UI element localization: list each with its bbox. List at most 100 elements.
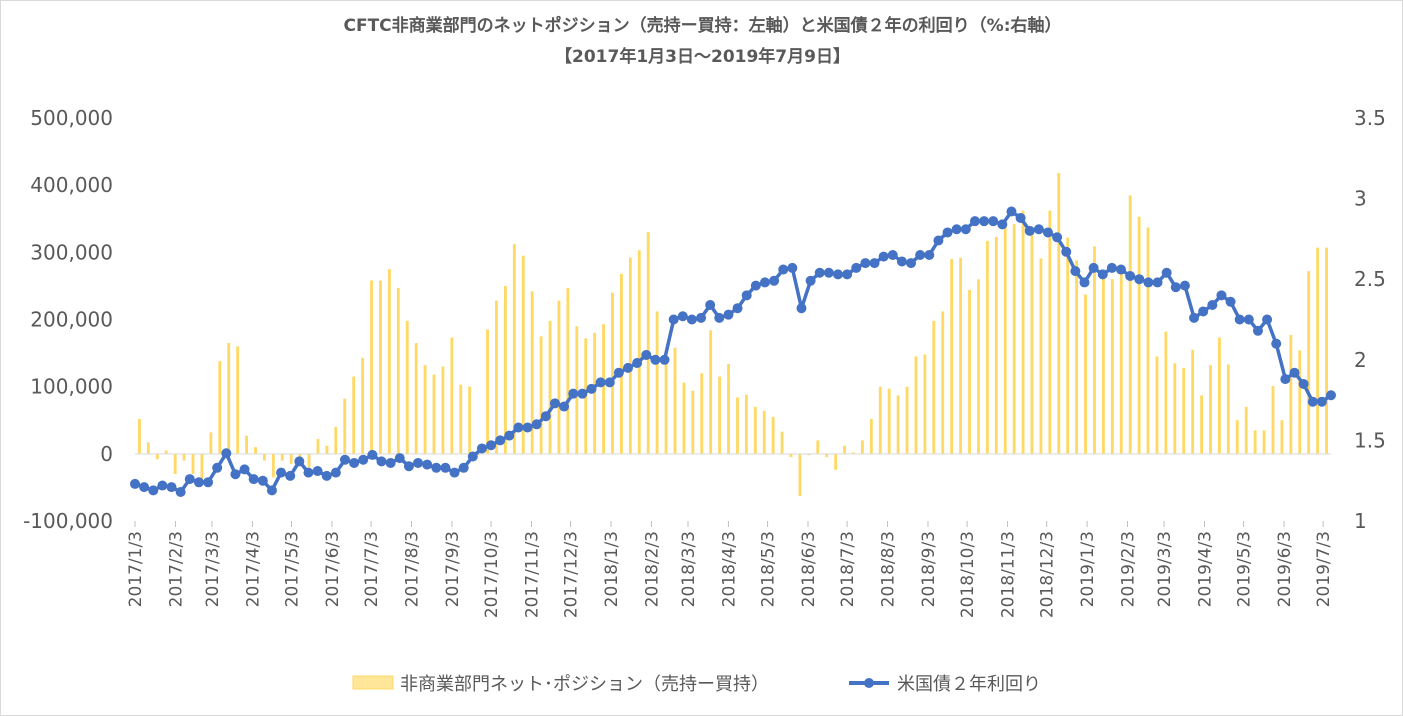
- yield-point: [878, 251, 889, 262]
- bar: [1110, 279, 1114, 454]
- yield-point: [805, 275, 816, 286]
- yield-point: [1143, 277, 1154, 288]
- bar: [1289, 334, 1293, 454]
- x-axis-tick-label: 2018/11/3: [999, 531, 1019, 618]
- yield-point: [1152, 277, 1163, 288]
- bar: [307, 453, 311, 468]
- yield-point: [741, 290, 752, 301]
- yield-point: [403, 461, 414, 472]
- yield-point: [285, 470, 296, 481]
- yield-point: [860, 258, 871, 269]
- bar: [164, 450, 168, 454]
- bar: [396, 287, 400, 454]
- bar: [1298, 350, 1302, 454]
- bar: [932, 320, 936, 454]
- yield-point: [1198, 306, 1209, 317]
- yield-point: [513, 422, 524, 433]
- bar: [182, 453, 186, 461]
- yield-point: [193, 477, 204, 488]
- yield-point: [705, 299, 716, 310]
- bar: [486, 329, 489, 454]
- left-axis-tick-label: 500,000: [30, 106, 113, 130]
- x-axis-tick-label: 2017/3/3: [203, 531, 223, 607]
- bar: [691, 390, 695, 454]
- yield-point: [467, 451, 478, 462]
- bar: [575, 326, 579, 454]
- yield-point: [495, 435, 506, 446]
- yield-point: [339, 454, 350, 465]
- yield-point: [942, 227, 953, 238]
- yield-point: [549, 398, 560, 409]
- yield-point: [787, 262, 798, 273]
- bar: [548, 320, 552, 454]
- bar: [1146, 227, 1150, 454]
- bar: [1030, 232, 1034, 454]
- bar: [798, 453, 802, 497]
- bar: [146, 442, 150, 454]
- bar: [1155, 356, 1159, 454]
- bar: [1137, 216, 1141, 454]
- x-axis-tick-label: 2018/1/3: [602, 531, 622, 607]
- bar: [1119, 272, 1123, 454]
- bar: [985, 240, 989, 454]
- bar: [468, 386, 472, 454]
- legend-bar-label: 非商業部門ネット･ポジション（売持ー買持）: [400, 674, 769, 695]
- bar: [1200, 395, 1204, 454]
- bar: [566, 287, 570, 454]
- bar: [271, 453, 275, 478]
- yield-point: [303, 467, 314, 478]
- yield-point: [367, 449, 378, 460]
- yield-point: [1216, 290, 1227, 301]
- yield-point: [823, 267, 834, 278]
- yield-point: [166, 482, 177, 493]
- yield-point: [330, 467, 341, 478]
- x-axis-tick-label: 2019/5/3: [1235, 531, 1255, 607]
- bar: [1173, 363, 1177, 454]
- yield-point: [422, 459, 433, 470]
- chart-subtitle: 【2017年1月3日～2019年7月9日】: [555, 47, 850, 67]
- yield-point: [413, 457, 424, 468]
- bar: [1280, 420, 1284, 454]
- bar: [280, 453, 284, 461]
- yield-point: [1015, 212, 1026, 223]
- bar-series: [138, 173, 1328, 497]
- bar: [387, 269, 391, 454]
- right-axis-tick-label: 1: [1354, 509, 1367, 533]
- bar: [682, 382, 686, 454]
- bar: [1316, 247, 1320, 454]
- yield-point: [1170, 282, 1181, 293]
- bar: [780, 431, 784, 454]
- x-axis-tick-label: 2019/3/3: [1155, 531, 1175, 607]
- yield-point: [632, 358, 643, 369]
- bar: [753, 406, 757, 454]
- bar: [664, 363, 668, 454]
- yield-point: [988, 216, 999, 227]
- yield-point: [248, 474, 259, 485]
- yield-point: [604, 377, 615, 388]
- yield-point: [586, 383, 597, 394]
- bar: [209, 432, 213, 454]
- bar: [503, 285, 507, 454]
- bar: [1218, 337, 1221, 454]
- yield-point: [349, 457, 360, 468]
- bar: [718, 376, 722, 454]
- x-axis-tick-label: 2018/2/3: [642, 531, 662, 607]
- yield-point: [1006, 206, 1017, 217]
- x-axis-tick-label: 2017/5/3: [283, 531, 303, 607]
- yield-point: [157, 480, 168, 491]
- x-axis-tick-label: 2018/7/3: [838, 531, 858, 607]
- yield-point: [1024, 225, 1035, 236]
- yield-point: [212, 462, 223, 473]
- yield-point: [1280, 374, 1291, 385]
- x-axis-tick-label: 2018/12/3: [1038, 531, 1058, 618]
- bar: [914, 356, 918, 454]
- yield-point: [376, 456, 387, 467]
- yield-point: [796, 303, 807, 314]
- yield-point: [130, 478, 140, 489]
- bar: [289, 453, 293, 464]
- left-axis-tick-label: -100,000: [23, 509, 113, 533]
- yield-point: [1052, 232, 1063, 243]
- yield-point: [1225, 296, 1236, 307]
- x-axis-tick-label: 2017/9/3: [443, 531, 463, 607]
